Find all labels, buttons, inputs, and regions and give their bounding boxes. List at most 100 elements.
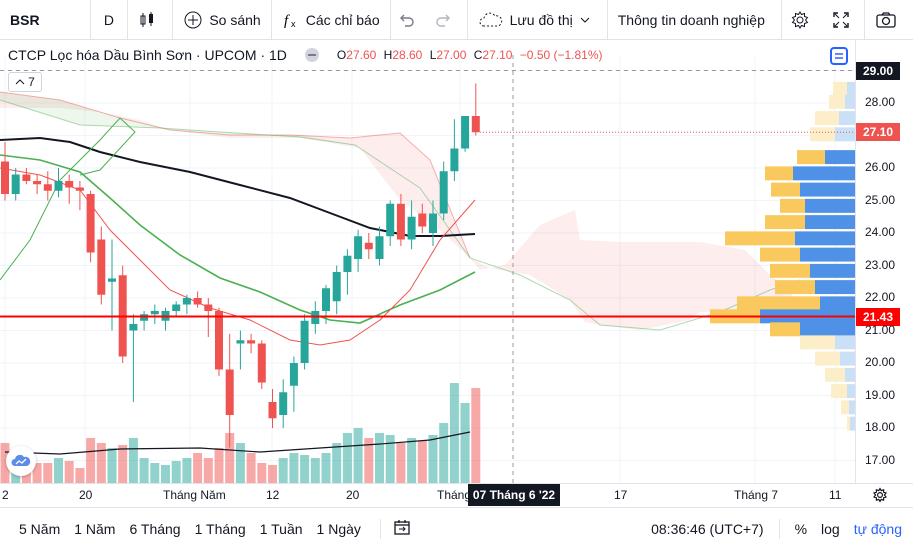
price-label: 22.00 (865, 290, 896, 304)
candle-body (225, 369, 234, 415)
volume-bar (278, 458, 288, 483)
range-1m[interactable]: 1 Tháng (194, 520, 246, 537)
auto-toggle[interactable]: tự động (853, 520, 902, 537)
volume-bar (417, 441, 427, 483)
settings-button[interactable] (782, 0, 824, 39)
volume-bar (235, 443, 245, 483)
candle-body (43, 184, 52, 191)
range-1y[interactable]: 1 Năm (74, 520, 116, 537)
legend-close: 27.10 (482, 48, 513, 62)
clock[interactable]: 08:36:46 (UTC+7) (651, 520, 764, 537)
profile-bar-buy (820, 296, 855, 311)
candle-body (54, 181, 63, 191)
price-label: 20.00 (865, 355, 896, 369)
volume-bar (439, 423, 449, 483)
profile-bar-sell (847, 416, 850, 431)
volume-bar (385, 435, 395, 483)
chevron-up-icon (15, 79, 25, 85)
candle-body (332, 272, 341, 302)
candle-body (204, 304, 213, 311)
price-label: 17.00 (865, 452, 896, 467)
candle-body (268, 402, 277, 419)
candle-body (418, 213, 427, 227)
range-1d[interactable]: 1 Ngày (316, 520, 361, 537)
volume-bar (449, 383, 459, 483)
volume-bar (161, 465, 170, 483)
ichimoku-cloud (0, 91, 801, 331)
candle-body (75, 187, 84, 191)
profile-bar-buy (800, 182, 855, 197)
candle-body (450, 148, 459, 172)
indicators-toggle[interactable]: 7 (8, 72, 42, 92)
date-range-button[interactable] (393, 518, 411, 539)
profile-bar-buy (805, 215, 855, 230)
profile-bar-buy (825, 150, 855, 165)
candle-body (343, 255, 352, 272)
profile-bar-sell (841, 400, 849, 415)
undo-button[interactable] (391, 0, 427, 39)
candle-body (182, 298, 191, 305)
chart-menu-button[interactable] (830, 47, 848, 65)
price-axis[interactable]: 29.00 28.00 27.10 26.00 25.00 24.00 23.00 22.00… (856, 55, 913, 483)
volume-bar (364, 438, 374, 483)
time-axis[interactable]: 2 20 Tháng Năm 12 20 Tháng 17 Tháng 7 11 07 Tháng… (0, 484, 913, 506)
volume-bar (64, 461, 74, 483)
volume-bar (139, 458, 149, 483)
time-label: 12 (266, 488, 280, 502)
logo[interactable] (6, 446, 36, 476)
profile-bar-sell (737, 296, 820, 311)
volume-bar (428, 435, 438, 483)
fullscreen-button[interactable] (824, 0, 864, 39)
profile-bar-sell (815, 351, 840, 366)
interval-button[interactable]: D (91, 0, 129, 39)
company-info-button[interactable]: Thông tin doanh nghiệp (608, 0, 782, 39)
chart-settings-button[interactable] (872, 487, 888, 508)
compare-button[interactable]: So sánh (173, 0, 272, 39)
profile-bar-sell (780, 198, 805, 213)
indicator-count: 7 (28, 75, 35, 89)
volume-bar (300, 455, 310, 483)
volume-bar (268, 465, 277, 483)
legend-ohlc: O27.60 H28.60 L27.00 C27.10 −0.50 (−1.81… (336, 48, 603, 62)
chart-legend: CTCP Lọc hóa Dầu Bình Sơn · UPCOM · 1D O… (8, 47, 603, 63)
company-info-label: Thông tin doanh nghiệp (617, 11, 765, 28)
percent-toggle[interactable]: % (794, 520, 808, 537)
chart-type-button[interactable] (128, 0, 174, 39)
log-toggle[interactable]: log (821, 520, 840, 537)
symbol-search[interactable]: BSR (0, 0, 91, 39)
profile-bar-buy (839, 111, 855, 126)
profile-bar-buy (847, 81, 855, 96)
time-label: 11 (829, 488, 842, 502)
snapshot-button[interactable] (864, 0, 913, 39)
profile-bar-sell (829, 94, 845, 109)
save-layout-button[interactable]: Lưu đồ thị (468, 0, 608, 39)
range-1w[interactable]: 1 Tuần (259, 520, 303, 537)
range-6m[interactable]: 6 Tháng (129, 520, 181, 537)
profile-bar-sell (775, 280, 815, 295)
lagging-span (0, 117, 121, 281)
volume-bar (150, 463, 160, 483)
cloud-icon (479, 12, 502, 26)
chevron-down-icon (580, 17, 590, 23)
candle-body (407, 216, 416, 240)
candle-body (364, 242, 373, 250)
redo-button[interactable] (427, 0, 468, 39)
gear-icon (791, 10, 809, 29)
profile-bar-sell (800, 335, 835, 350)
arrows-icon (835, 53, 843, 59)
plus-circle-icon (184, 11, 202, 28)
price-label: 28.00 (865, 95, 896, 109)
candle-body (108, 278, 116, 282)
volume-bar (471, 388, 481, 483)
volume-bar (225, 433, 235, 483)
profile-bar-sell (770, 263, 810, 278)
minus-circle-icon[interactable] (304, 48, 319, 62)
volume-bar (289, 453, 299, 483)
profile-bar-buy (800, 322, 855, 337)
range-5y[interactable]: 5 Năm (19, 520, 61, 537)
volume-bar (321, 453, 331, 483)
time-label: 2 (2, 488, 9, 502)
